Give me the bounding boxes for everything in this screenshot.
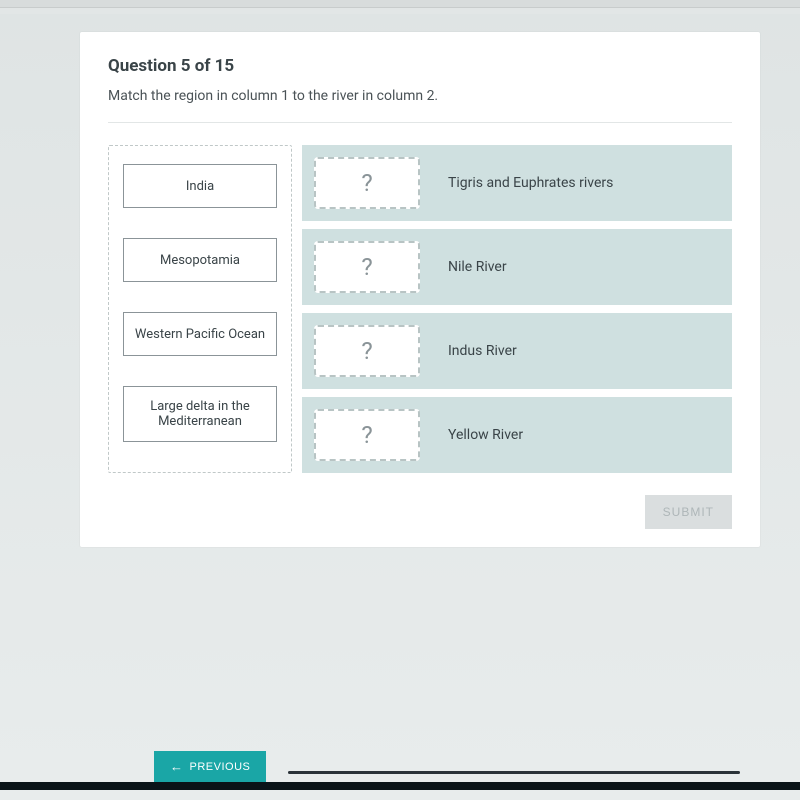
answer-row-tigris-euphrates: ? Tigris and Euphrates rivers xyxy=(302,145,732,221)
progress-scrollbar[interactable] xyxy=(288,771,740,774)
drag-tile-india[interactable]: India xyxy=(123,164,277,208)
answer-label-2: Nile River xyxy=(448,259,507,275)
answer-label-1: Tigris and Euphrates rivers xyxy=(448,175,613,191)
previous-button-label: PREVIOUS xyxy=(190,761,251,773)
drag-source-column: India Mesopotamia Western Pacific Ocean … xyxy=(108,145,292,473)
answer-row-nile: ? Nile River xyxy=(302,229,732,305)
answer-label-3: Indus River xyxy=(448,343,517,359)
question-instruction: Match the region in column 1 to the rive… xyxy=(108,88,732,104)
submit-row: SUBMIT xyxy=(108,495,732,529)
footer-area: ← PREVIOUS xyxy=(0,730,800,790)
drag-tile-mesopotamia[interactable]: Mesopotamia xyxy=(123,238,277,282)
question-card: Question 5 of 15 Match the region in col… xyxy=(80,32,760,547)
drop-target-1[interactable]: ? xyxy=(314,157,420,209)
drop-target-3[interactable]: ? xyxy=(314,325,420,377)
question-title: Question 5 of 15 xyxy=(108,56,732,76)
submit-button[interactable]: SUBMIT xyxy=(645,495,732,529)
drop-target-column: ? Tigris and Euphrates rivers ? Nile Riv… xyxy=(302,145,732,473)
drag-tile-western-pacific[interactable]: Western Pacific Ocean xyxy=(123,312,277,356)
bottom-edge-bar xyxy=(0,782,800,790)
answer-row-yellow: ? Yellow River xyxy=(302,397,732,473)
divider xyxy=(108,122,732,123)
breadcrumb-bar xyxy=(0,8,800,14)
window-top-strip xyxy=(0,0,800,8)
answer-label-4: Yellow River xyxy=(448,427,523,443)
drop-target-4[interactable]: ? xyxy=(314,409,420,461)
drop-target-2[interactable]: ? xyxy=(314,241,420,293)
match-area: India Mesopotamia Western Pacific Ocean … xyxy=(108,145,732,473)
arrow-left-icon: ← xyxy=(170,760,184,773)
drag-tile-mediterranean-delta[interactable]: Large delta in the Mediterranean xyxy=(123,386,277,442)
previous-button[interactable]: ← PREVIOUS xyxy=(154,751,266,782)
answer-row-indus: ? Indus River xyxy=(302,313,732,389)
